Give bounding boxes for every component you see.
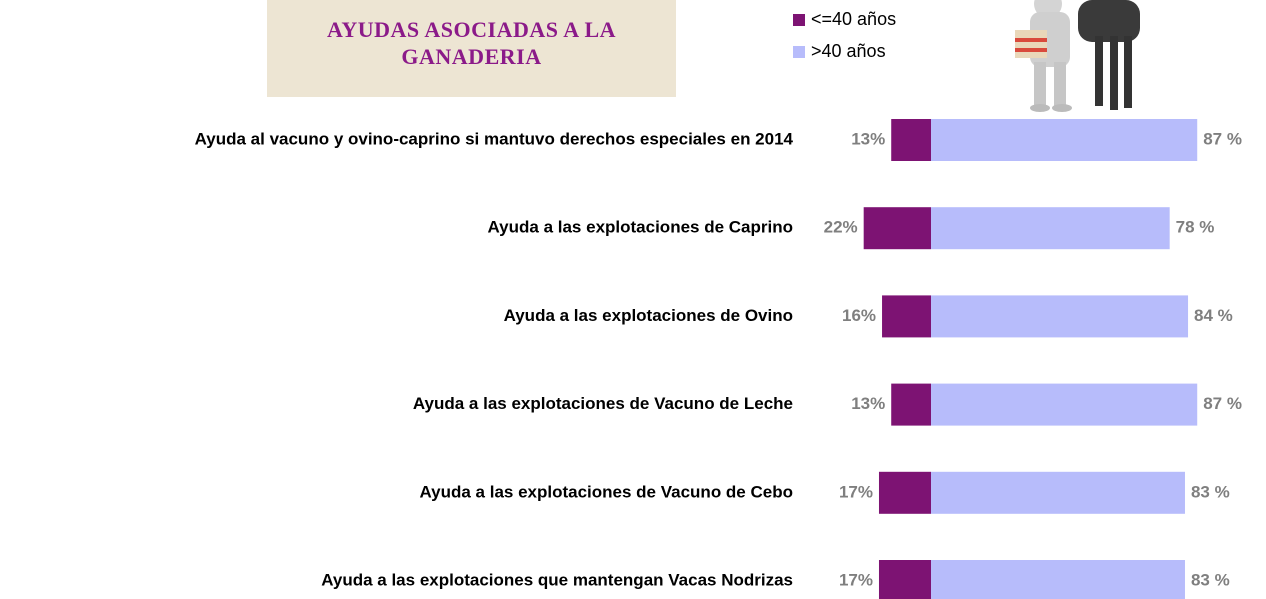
legend-swatch xyxy=(793,46,805,58)
chart-title: AYUDAS ASOCIADAS A LA GANADERIA xyxy=(267,0,676,97)
bar-segment xyxy=(891,384,931,426)
value-label: 17% xyxy=(839,570,873,589)
bar-segment xyxy=(931,295,1188,337)
illustration xyxy=(1000,0,1155,120)
category-label: Ayuda a las explotaciones de Vacuno de L… xyxy=(413,394,793,413)
bar-segment xyxy=(931,560,1185,599)
category-label: Ayuda al vacuno y ovino-caprino si mantu… xyxy=(195,129,794,148)
bar-segment xyxy=(931,384,1197,426)
value-label: 87 % xyxy=(1203,129,1242,148)
value-label: 83 % xyxy=(1191,482,1230,501)
legend-label: >40 años xyxy=(811,41,886,61)
category-label: Ayuda a las explotaciones de Caprino xyxy=(488,218,793,237)
bar-segment xyxy=(864,207,931,249)
category-label: Ayuda a las explotaciones de Vacuno de C… xyxy=(420,482,794,501)
value-label: 83 % xyxy=(1191,570,1230,589)
value-label: 13% xyxy=(851,129,885,148)
legend-swatch xyxy=(793,14,805,26)
value-label: 87 % xyxy=(1203,394,1242,413)
category-label: Ayuda a las explotaciones de Ovino xyxy=(504,306,793,325)
bar-segment xyxy=(882,295,931,337)
bar-segment xyxy=(931,472,1185,514)
bar-segment xyxy=(879,560,931,599)
value-label: 22% xyxy=(824,218,858,237)
page: {"chart_data": {"type": "bar", "orientat… xyxy=(0,0,1266,599)
category-label: Ayuda a las explotaciones que mantengan … xyxy=(321,570,793,589)
value-label: 78 % xyxy=(1176,218,1215,237)
bar-segment xyxy=(931,207,1170,249)
value-label: 84 % xyxy=(1194,306,1233,325)
bar-segment xyxy=(931,119,1197,161)
value-label: 16% xyxy=(842,306,876,325)
value-label: 13% xyxy=(851,394,885,413)
bar-segment xyxy=(879,472,931,514)
value-label: 17% xyxy=(839,482,873,501)
bar-segment xyxy=(891,119,931,161)
legend-label: <=40 años xyxy=(811,9,896,29)
